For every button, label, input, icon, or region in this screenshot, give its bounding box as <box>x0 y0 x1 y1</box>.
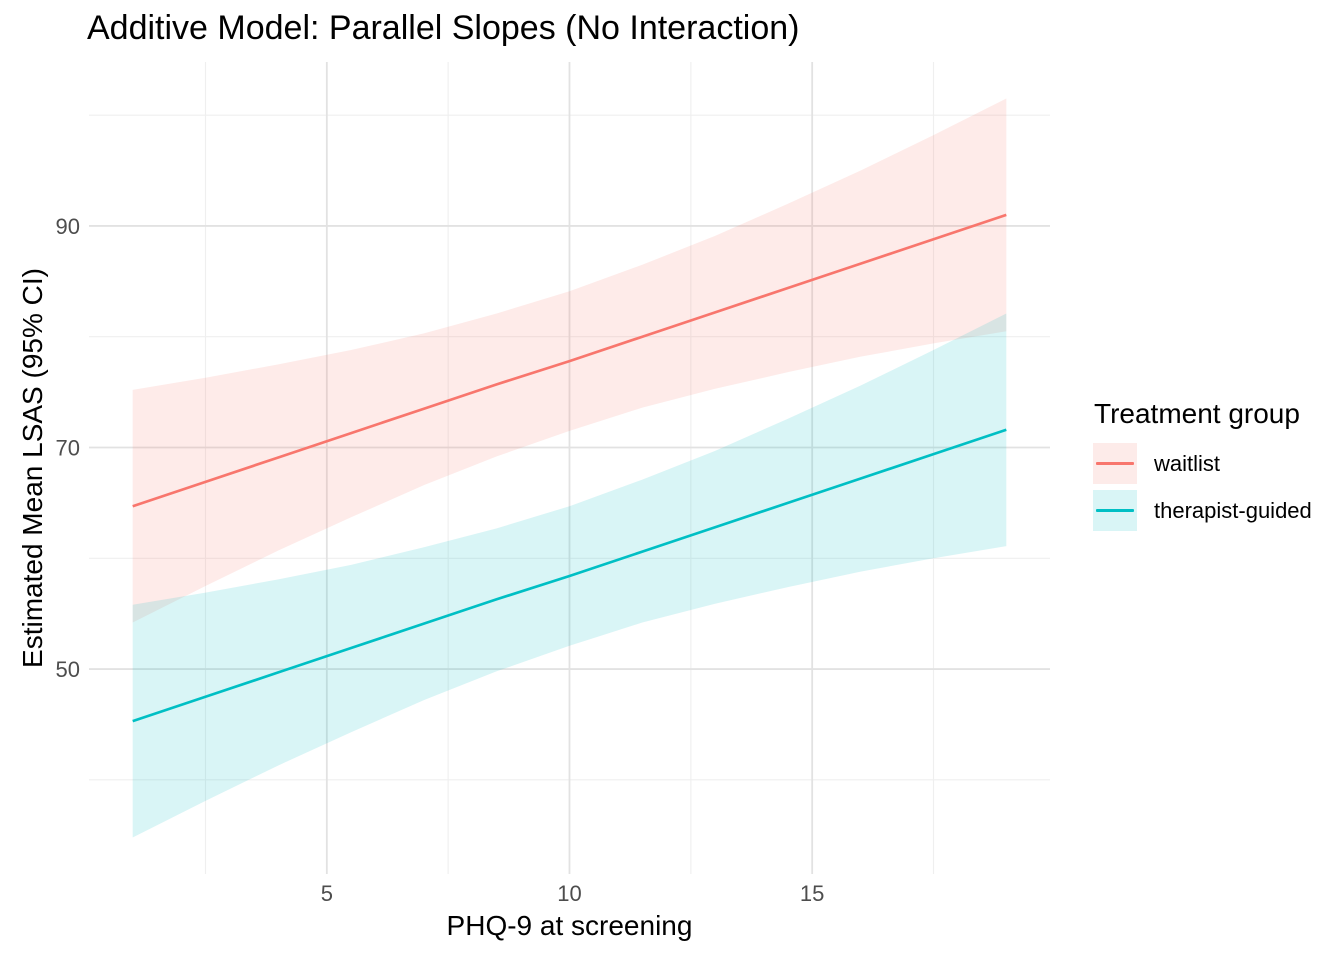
legend-item-therapist-guided: therapist-guided <box>1093 490 1312 531</box>
legend-item-waitlist: waitlist <box>1093 443 1312 484</box>
legend-label-waitlist: waitlist <box>1154 450 1221 476</box>
x-tick-label: 10 <box>557 881 581 906</box>
y-tick-label: 90 <box>56 214 80 239</box>
plot-title: Additive Model: Parallel Slopes (No Inte… <box>87 9 800 47</box>
x-axis-title: PHQ-9 at screening <box>446 910 693 941</box>
x-tick-label: 15 <box>800 881 824 906</box>
y-tick-label: 70 <box>56 436 80 461</box>
y-tick-label: 50 <box>56 657 80 682</box>
legend-key-waitlist <box>1093 443 1137 484</box>
legend-key-therapist-guided <box>1093 490 1137 531</box>
legend-line-icon <box>1096 509 1134 512</box>
trend-line-waitlist <box>132 213 1007 508</box>
legend-label-therapist-guided: therapist-guided <box>1154 497 1312 523</box>
legend-title: Treatment group <box>1094 398 1300 429</box>
legend-line-icon <box>1096 462 1134 465</box>
trend-line-therapist-guided <box>132 428 1007 723</box>
legend: Treatment group waitlist therapist-guide… <box>1093 398 1312 537</box>
y-axis-title: Estimated Mean LSAS (95% CI) <box>17 268 48 668</box>
x-tick-label: 5 <box>321 881 333 906</box>
